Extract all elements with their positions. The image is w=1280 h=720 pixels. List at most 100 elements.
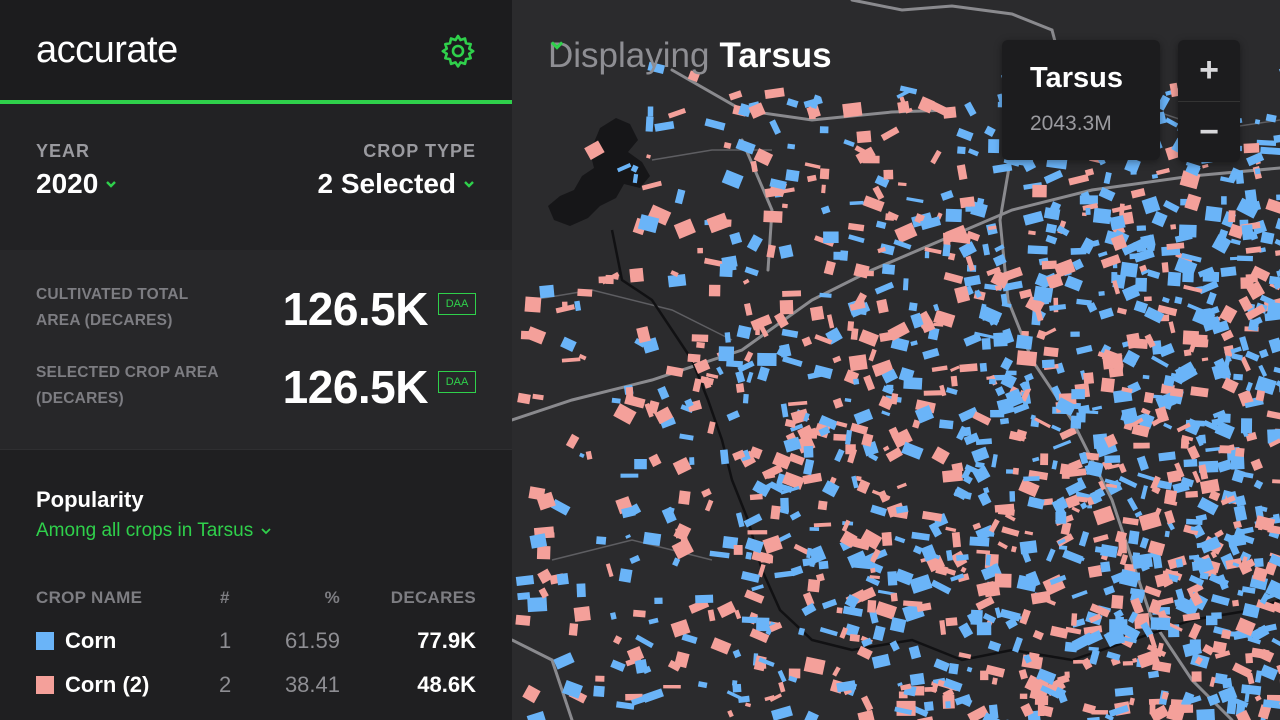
crop-field — [788, 675, 798, 683]
crop-field — [803, 445, 814, 458]
crop-field — [890, 336, 910, 352]
crop-field — [1104, 713, 1114, 720]
crop-field — [525, 326, 547, 345]
crop-field — [1030, 590, 1051, 605]
crop-field — [1205, 446, 1223, 452]
crop-field — [621, 506, 636, 519]
crop-field — [999, 608, 1021, 622]
crop-field — [1151, 413, 1169, 427]
crop-field — [654, 120, 675, 132]
crop-field — [1231, 468, 1246, 484]
crop-field — [637, 214, 660, 234]
crop-field — [1041, 359, 1055, 369]
crop-field — [1206, 291, 1217, 306]
table-row[interactable]: Corn 1 61.59 77.9K — [0, 620, 512, 660]
popularity-scope-select[interactable]: Among all crops in Tarsus — [36, 520, 273, 542]
crop-field — [955, 554, 969, 561]
map-canvas[interactable] — [512, 0, 1280, 720]
crop-field — [1223, 355, 1231, 368]
crop-field — [1139, 537, 1149, 549]
crop-field — [1188, 340, 1197, 353]
crop-field — [1009, 491, 1016, 502]
crop-field — [1006, 469, 1015, 474]
crop-field — [646, 154, 651, 159]
crop-field — [1102, 353, 1124, 370]
crop-field — [1169, 387, 1184, 398]
crop-field — [980, 670, 989, 681]
crop-field — [856, 479, 871, 494]
crop-field — [958, 622, 974, 639]
crop-field — [1186, 582, 1204, 596]
crop-field — [939, 620, 947, 636]
crop-field — [1108, 367, 1124, 378]
crop-field — [881, 410, 891, 417]
crop-field — [1216, 574, 1229, 591]
zoom-out-button[interactable]: − — [1199, 113, 1219, 151]
crop-field — [1001, 526, 1020, 537]
crop-field — [1122, 516, 1139, 526]
crop-field — [1124, 157, 1141, 174]
crop-field — [673, 523, 692, 542]
crop-field — [1254, 557, 1264, 568]
gear-icon[interactable] — [440, 33, 476, 69]
crop-field — [836, 607, 843, 614]
crop-field — [1070, 331, 1080, 337]
crop-field — [997, 507, 1015, 516]
crop-field — [844, 623, 860, 638]
crop-field — [890, 393, 899, 405]
crop-field — [871, 489, 891, 500]
crop-field — [1173, 704, 1194, 714]
crop-field — [735, 370, 746, 384]
zoom-in-button[interactable]: + — [1199, 51, 1219, 89]
crop-type-select[interactable]: 2 Selected — [317, 168, 476, 200]
crop-field — [1244, 691, 1250, 703]
region-select[interactable]: Tarsus — [719, 36, 832, 75]
crop-field — [958, 406, 979, 423]
crop-field — [1077, 404, 1091, 415]
crop-field — [613, 403, 637, 425]
crop-field — [1229, 256, 1249, 261]
crop-name: Corn (2) — [65, 672, 150, 697]
crop-field — [1136, 455, 1149, 471]
crop-field — [573, 606, 591, 622]
map-view[interactable]: Displaying Tarsus Tarsus 2043.3M + − — [512, 0, 1280, 720]
crop-field — [972, 465, 991, 484]
crop-field — [945, 526, 957, 533]
crop-field — [1043, 327, 1057, 337]
table-row[interactable]: Corn (2) 2 38.41 48.6K — [0, 664, 512, 704]
crop-field — [737, 360, 755, 373]
crop-field — [767, 555, 774, 564]
crop-field — [1232, 599, 1240, 607]
crop-field — [917, 96, 935, 114]
crop-field — [1034, 417, 1051, 429]
crop-field — [756, 617, 770, 632]
crop-field — [966, 666, 973, 673]
crop-field — [870, 504, 888, 517]
crop-field — [1108, 704, 1129, 717]
crop-field — [951, 462, 964, 473]
crop-field — [1217, 413, 1231, 423]
crop-field — [1147, 670, 1160, 679]
crop-field — [803, 458, 815, 476]
crop-field — [1076, 496, 1088, 503]
year-select[interactable]: 2020 — [36, 168, 118, 200]
crop-field — [930, 149, 942, 165]
crop-field — [1000, 372, 1017, 389]
crop-field — [804, 162, 821, 169]
crop-field — [1276, 194, 1280, 201]
crop-field — [1115, 616, 1124, 625]
crop-field — [821, 184, 826, 194]
crop-field — [1012, 402, 1030, 414]
crop-field — [920, 216, 942, 231]
crop-field — [965, 285, 974, 296]
crop-field — [693, 358, 711, 374]
crop-field — [1104, 455, 1121, 464]
crop-field — [1058, 545, 1068, 550]
crop-field — [1258, 364, 1268, 378]
crop-field — [632, 609, 646, 618]
crop-field — [783, 436, 802, 453]
crop-field — [561, 357, 581, 363]
chevron-down-icon[interactable] — [548, 36, 566, 54]
crop-field — [684, 398, 694, 408]
crop-field — [1243, 200, 1262, 214]
